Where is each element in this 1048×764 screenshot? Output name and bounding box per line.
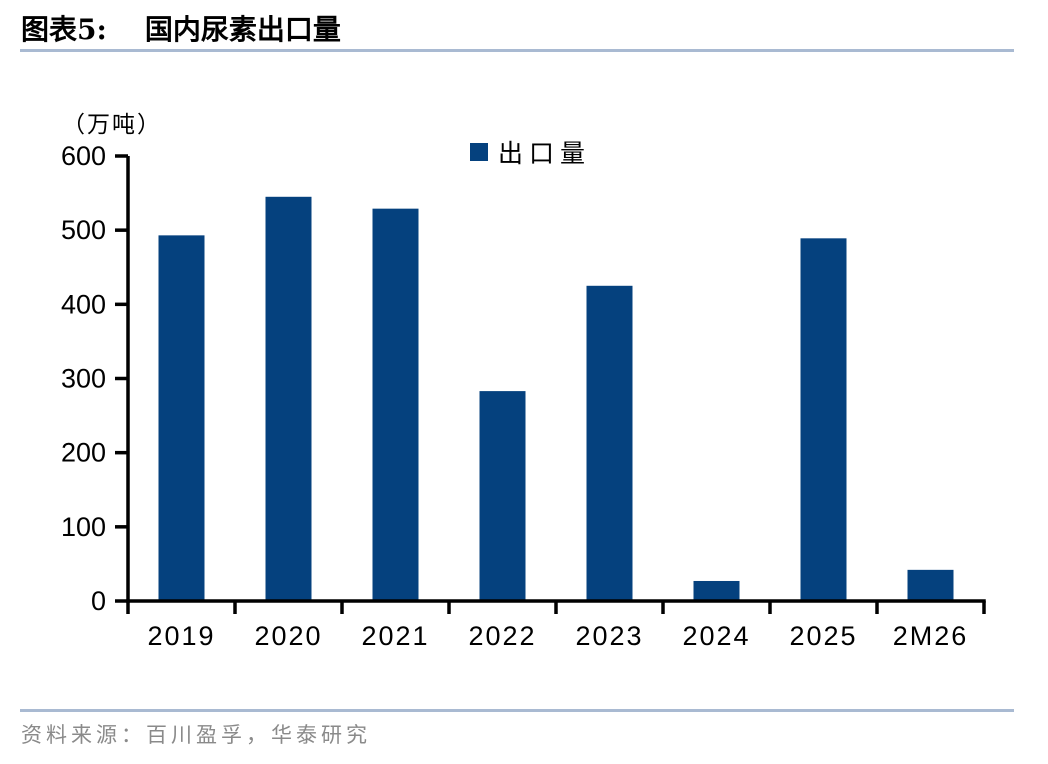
y-tick-label-0: 0 xyxy=(91,586,106,616)
x-tick-label-2023: 2023 xyxy=(575,621,643,651)
y-tick-label-200: 200 xyxy=(61,438,106,468)
y-tick-label-500: 500 xyxy=(61,215,106,245)
bar-2023 xyxy=(586,285,633,601)
legend-label: 出口量 xyxy=(498,139,592,168)
y-tick-label-400: 400 xyxy=(61,289,106,319)
bar-2020 xyxy=(265,196,312,601)
x-tick-label-2025: 2025 xyxy=(789,621,857,651)
title-underline xyxy=(20,49,1014,52)
x-tick-label-2020: 2020 xyxy=(254,621,322,651)
bar-2019 xyxy=(158,235,205,601)
y-axis-unit-label: （万吨） xyxy=(62,112,162,138)
y-tick-label-300: 300 xyxy=(61,364,106,394)
page-title: 国内尿素出口量 xyxy=(144,13,341,46)
figure-header: 图表5: 国内尿素出口量 xyxy=(21,8,341,48)
x-tick-label-2024: 2024 xyxy=(682,621,750,651)
footer-rule xyxy=(20,709,1014,712)
x-tick-label-2019: 2019 xyxy=(147,621,215,651)
legend-swatch-icon xyxy=(470,143,488,161)
bar-2022 xyxy=(479,391,526,601)
y-tick-label-600: 600 xyxy=(61,141,106,171)
bar-2M26 xyxy=(907,569,954,601)
figure-label: 图表5: xyxy=(21,13,107,46)
x-tick-label-2021: 2021 xyxy=(361,621,429,651)
legend: 出口量 xyxy=(470,134,591,170)
source-text: 资料来源：百川盈孚，华泰研究 xyxy=(21,723,371,747)
x-tick-label-2M26: 2M26 xyxy=(893,621,969,651)
y-tick-label-100: 100 xyxy=(61,512,106,542)
bar-2024 xyxy=(693,580,740,601)
bar-2025 xyxy=(800,238,847,601)
x-tick-label-2022: 2022 xyxy=(468,621,536,651)
bar-2021 xyxy=(372,208,419,602)
